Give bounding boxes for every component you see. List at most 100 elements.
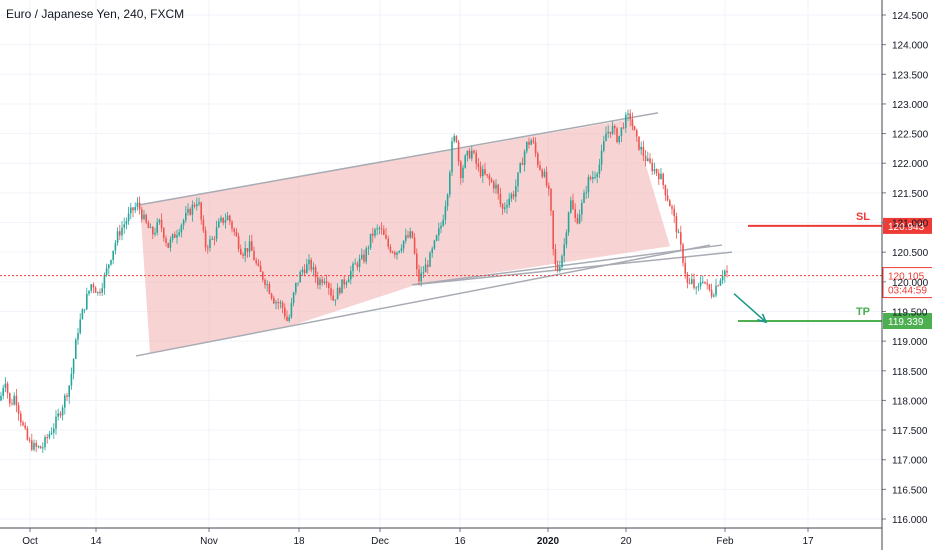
candle-body (655, 169, 658, 174)
candle-body (413, 237, 416, 254)
candle-body (312, 267, 315, 270)
candle-body (710, 289, 713, 297)
candle-body (94, 287, 97, 293)
candle-body (121, 227, 123, 236)
candle-body (88, 290, 90, 294)
candle-body (2, 387, 4, 396)
candle-body (257, 263, 260, 266)
candle-body (68, 385, 70, 397)
candle-body (341, 279, 343, 294)
channel-upper-line[interactable] (139, 112, 659, 206)
x-tick-label: 20 (620, 536, 632, 547)
candle-body (347, 279, 350, 283)
candle-body (220, 217, 222, 222)
candle-body (541, 169, 543, 177)
y-tick-label: 119.000 (892, 337, 928, 348)
y-tick-label: 124.500 (892, 11, 929, 22)
candle-body (26, 428, 29, 440)
candle-body (554, 249, 557, 265)
candle-body (231, 221, 233, 229)
candle-body (607, 131, 609, 134)
candle-body (174, 234, 176, 238)
candle-body (581, 202, 583, 215)
x-tick-label: 14 (90, 536, 102, 547)
candle-body (372, 233, 374, 236)
candle-body (31, 440, 33, 450)
candle-body (350, 271, 352, 280)
target-arrow[interactable] (733, 293, 767, 323)
current-price-badge (882, 267, 932, 299)
candle-body (400, 248, 403, 251)
candle-body (72, 358, 75, 374)
candle-body (385, 234, 387, 239)
candle-body (708, 284, 711, 290)
candle-body (112, 250, 114, 261)
candle-body (167, 242, 169, 248)
candle-body (328, 283, 330, 289)
candle-body (48, 434, 51, 438)
candle-body (548, 185, 550, 189)
candle-body (317, 277, 319, 285)
candle-body (407, 235, 409, 238)
candle-body (198, 202, 200, 205)
time-axis[interactable]: Oct 14 Nov 18 Dec 16 2020 20 Feb 17 (0, 527, 882, 547)
candle-body (429, 252, 431, 267)
candle-body (226, 215, 229, 221)
candle-body (545, 171, 548, 186)
tp-label: TP (856, 306, 870, 318)
candle-body (523, 151, 526, 165)
price-axis[interactable]: 124.500 124.000 123.500 123.000 122.500 122.0… (881, 0, 929, 550)
candle-body (141, 209, 143, 220)
candle-body (325, 281, 328, 284)
candle-body (578, 214, 581, 224)
candle-body (550, 188, 552, 211)
candle-body (611, 125, 614, 134)
candle-body (376, 228, 378, 230)
candle-body (259, 265, 262, 272)
candle-body (596, 173, 598, 177)
candle-body (105, 268, 108, 275)
candle-body (383, 229, 385, 235)
candle-body (330, 288, 332, 296)
candle-body (154, 232, 156, 235)
candle-body (418, 269, 420, 282)
candle-body (374, 229, 376, 236)
candle-body (116, 231, 119, 243)
candle-body (218, 221, 220, 228)
support-trendline[interactable] (413, 251, 733, 286)
candle-body (552, 210, 554, 250)
support-trendline[interactable] (411, 244, 723, 286)
candle-body (264, 279, 266, 286)
candle-body (97, 291, 99, 293)
candle-body (444, 206, 447, 220)
candle-body (75, 339, 77, 359)
trade-levels[interactable]: 120.105 03:44:59 SL 120.943 TP 119.339 (0, 211, 932, 330)
candle-body (440, 225, 442, 229)
candle-body (246, 247, 249, 252)
candle-body (156, 222, 158, 233)
candle-body (658, 173, 660, 180)
candle-body (134, 206, 136, 211)
candle-body (369, 233, 372, 248)
candle-body (616, 128, 618, 143)
candle-body (108, 264, 110, 269)
y-tick-label: 124.000 (892, 41, 929, 52)
candle-body (92, 284, 95, 288)
candle-body (244, 247, 246, 256)
x-tick-label: Dec (371, 536, 389, 547)
candle-body (301, 269, 304, 273)
candle-body (589, 177, 592, 179)
candle-body (669, 200, 671, 207)
candle-body (598, 164, 601, 174)
candle-body (336, 287, 339, 300)
candle-body (662, 173, 664, 185)
tp-price-label: 119.339 (888, 317, 924, 328)
candle-body (691, 279, 693, 284)
candle-body (642, 146, 645, 156)
candle-body (35, 442, 37, 447)
candle-body (695, 287, 697, 289)
candle-body (504, 207, 506, 209)
candle-body (191, 204, 194, 215)
candle-body (6, 383, 9, 394)
